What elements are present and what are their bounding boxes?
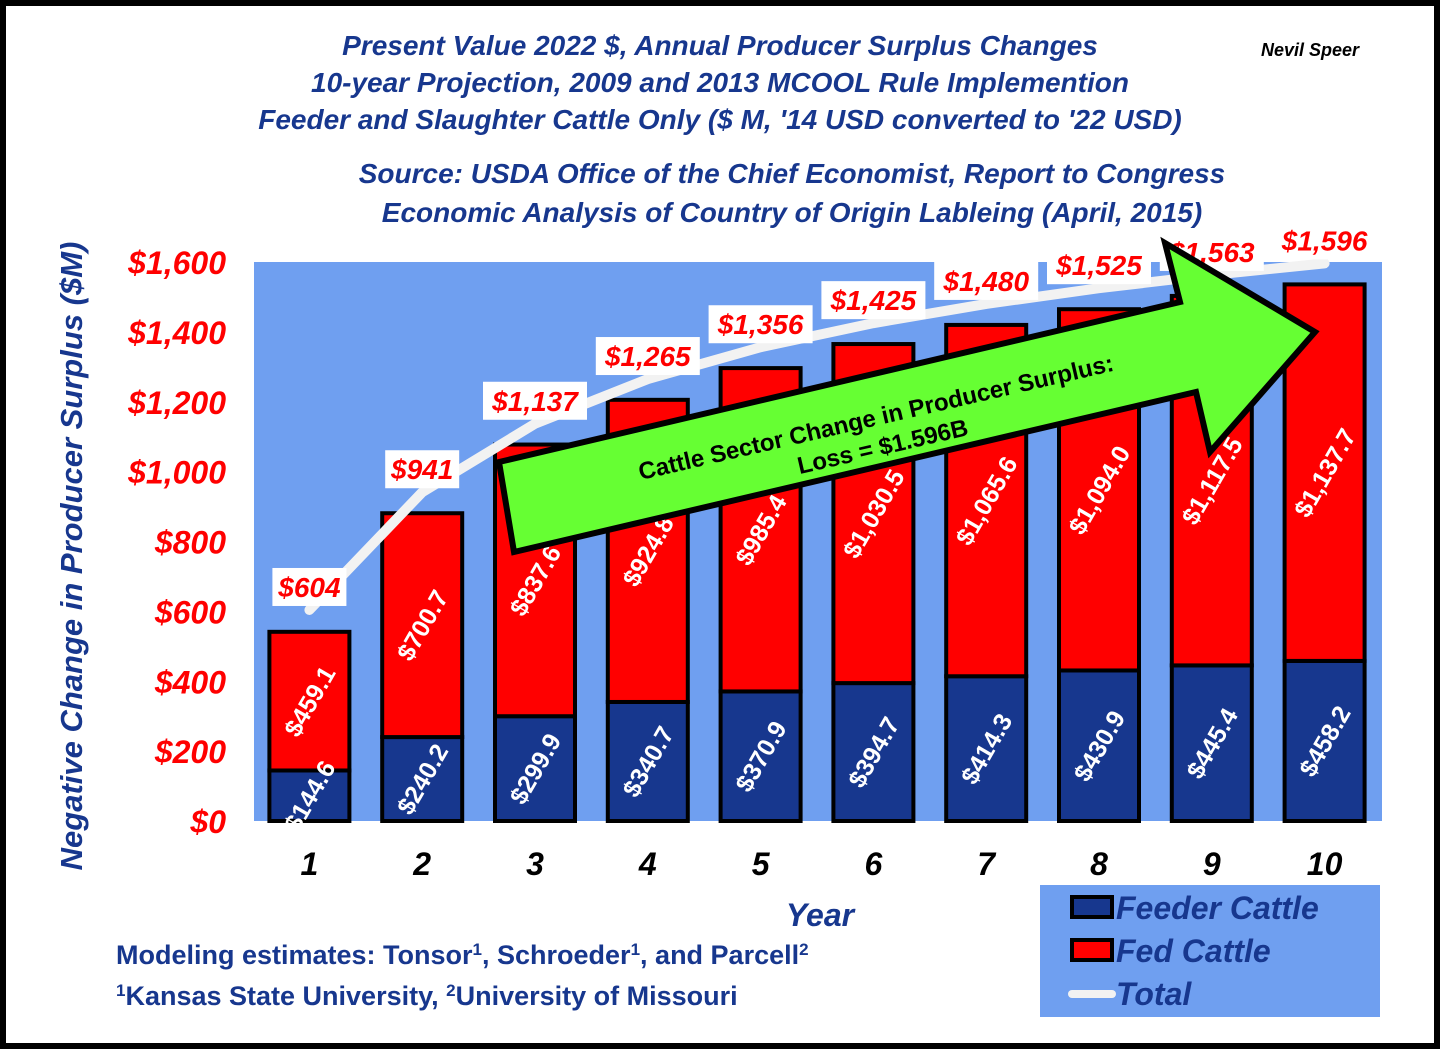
- x-axis-ticks: 1 2 3 4 5 6 7 8 9 10: [301, 846, 1343, 882]
- source-note: Source: USDA Office of the Chief Economi…: [359, 158, 1226, 228]
- y-tick-label-5: $1,000: [127, 455, 226, 491]
- total-label-3: $1,137: [491, 386, 579, 417]
- x-tick-label-1: 1: [301, 846, 319, 882]
- x-tick-label-6: 6: [865, 846, 883, 882]
- title-line-1: Present Value 2022 $, Annual Producer Su…: [342, 30, 1098, 61]
- total-label-6: $1,425: [830, 285, 917, 316]
- feeder-bar-2: [380, 735, 465, 824]
- x-tick-label-4: 4: [638, 846, 657, 882]
- source-line-2: Economic Analysis of Country of Origin L…: [382, 197, 1202, 228]
- source-line-1: Source: USDA Office of the Chief Economi…: [359, 158, 1226, 189]
- legend-label-feeder: Feeder Cattle: [1116, 890, 1319, 926]
- footnote: Modeling estimates: Tonsor1, Schroeder1,…: [116, 940, 809, 1012]
- x-tick-label-8: 8: [1090, 846, 1108, 882]
- feeder-bar-10: [1282, 658, 1367, 823]
- total-label-box-7: [934, 261, 1039, 300]
- feeder-bar-3: [493, 714, 577, 823]
- y-axis-label: Negative Change in Producer Surplus ($M): [54, 242, 89, 871]
- x-tick-label-2: 2: [412, 846, 431, 882]
- fed-bar-2: [380, 511, 465, 740]
- x-tick-label-10: 10: [1307, 846, 1343, 882]
- feeder-bar-8: [1057, 668, 1141, 823]
- total-label-box-1: [272, 567, 347, 606]
- y-tick-label-6: $1,200: [127, 385, 226, 421]
- total-label-box-2: [385, 450, 460, 489]
- legend-label-fed: Fed Cattle: [1116, 933, 1271, 969]
- y-tick-label-0: $0: [189, 804, 226, 840]
- x-tick-label-7: 7: [977, 846, 997, 882]
- total-label-box-3: [483, 381, 587, 420]
- title-line-3: Feeder and Slaughter Cattle Only ($ M, '…: [258, 104, 1182, 135]
- y-tick-label-4: $800: [154, 525, 226, 561]
- legend-label-total: Total: [1116, 976, 1192, 1012]
- author-label: Nevil Speer: [1261, 40, 1360, 60]
- legend: Feeder Cattle Fed Cattle Total: [1040, 885, 1380, 1017]
- total-label-8: $1,525: [1055, 250, 1142, 281]
- legend-swatch-fed: [1070, 938, 1114, 962]
- total-label-1: $604: [277, 572, 341, 603]
- total-label-7: $1,480: [942, 266, 1029, 297]
- y-tick-label-8: $1,600: [127, 245, 226, 281]
- total-label-10: $1,596: [1281, 225, 1368, 256]
- fed-bar-1: [267, 629, 352, 773]
- x-axis-label: Year: [786, 897, 856, 933]
- title-line-2: 10-year Projection, 2009 and 2013 MCOOL …: [311, 67, 1129, 98]
- total-label-box-5: [708, 305, 813, 344]
- total-line: [304, 258, 1330, 615]
- x-tick-label-3: 3: [526, 846, 544, 882]
- x-tick-label-9: 9: [1203, 846, 1221, 882]
- total-label-2: $941: [390, 454, 453, 485]
- feeder-bar-1: [267, 768, 352, 823]
- total-label-box-6: [821, 281, 926, 320]
- chart-title: Present Value 2022 $, Annual Producer Su…: [258, 30, 1182, 135]
- footnote-line-1: Modeling estimates: Tonsor1, Schroeder1,…: [116, 940, 809, 971]
- total-label-4: $1,265: [604, 341, 691, 372]
- annotation-arrow-shape: [495, 236, 1320, 556]
- y-tick-label-3: $600: [154, 594, 226, 630]
- y-tick-label-1: $200: [154, 734, 226, 770]
- x-tick-label-5: 5: [752, 846, 771, 882]
- total-label-box-4: [595, 337, 700, 376]
- y-tick-label-7: $1,400: [127, 315, 226, 351]
- total-label-box-10: [1272, 221, 1377, 260]
- total-label-5: $1,356: [717, 309, 804, 340]
- feeder-bar-5: [718, 689, 803, 823]
- footnote-line-2: 1Kansas State University, 2University of…: [116, 981, 738, 1012]
- y-tick-label-2: $400: [154, 664, 226, 700]
- y-axis-ticks: $0 $200 $400 $600 $800 $1,000 $1,200 $1,400 $1,6…: [127, 245, 226, 840]
- legend-swatch-feeder: [1070, 895, 1114, 919]
- bars: $144.6$459.1$240.2$700.7$299.9$837.6$340…: [267, 221, 1377, 836]
- total-label-box-8: [1047, 246, 1151, 285]
